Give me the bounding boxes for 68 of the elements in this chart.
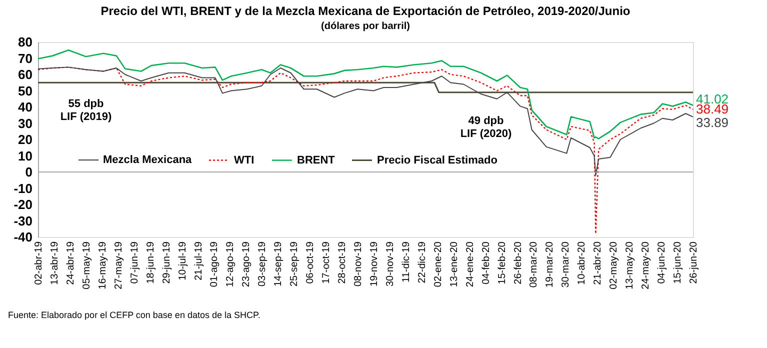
y-tick-label: -40 bbox=[14, 230, 32, 244]
x-tick-label: 15-feb-20 bbox=[496, 241, 508, 284]
x-tick-label: 18-jun-19 bbox=[145, 241, 156, 284]
y-tick-label: 40 bbox=[18, 100, 32, 114]
x-tick-label: 06-oct-19 bbox=[305, 241, 316, 284]
legend-label: Precio Fiscal Estimado bbox=[377, 154, 498, 166]
y-tick-label: 30 bbox=[18, 116, 32, 131]
x-tick-label: 21-jul-19 bbox=[193, 241, 204, 280]
y-tick-label: -20 bbox=[14, 197, 32, 212]
x-tick-label: 04-jun-20 bbox=[656, 241, 668, 284]
x-tick-label: 10-abr-20 bbox=[576, 241, 588, 285]
x-tick-label: 19-nov-19 bbox=[368, 241, 380, 287]
x-tick-label: 30-mar-20 bbox=[560, 241, 572, 288]
x-tick-label: 19-mar-20 bbox=[544, 241, 556, 288]
y-tick-label: 0 bbox=[25, 164, 32, 180]
legend-label: WTI bbox=[234, 154, 254, 166]
x-tick-label: 02-abr-19 bbox=[34, 241, 44, 285]
x-tick-label: 14-sep-19 bbox=[273, 241, 284, 287]
x-tick-label: 24-abr-19 bbox=[65, 241, 76, 285]
y-tick-label: 80 bbox=[18, 34, 32, 50]
x-tick-label: 08-mar-20 bbox=[528, 241, 540, 288]
annotation: 55 dpb LIF (2019) bbox=[60, 98, 112, 123]
x-tick-label: 02-ene-20 bbox=[432, 241, 444, 288]
x-tick-label: 13-ene-20 bbox=[448, 241, 460, 288]
line-series bbox=[37, 49, 694, 140]
x-tick-label: 10-jul-19 bbox=[177, 241, 188, 280]
x-tick-label: 13-abr-19 bbox=[49, 241, 60, 285]
x-tick-label: 26-jun-20 bbox=[688, 241, 700, 284]
chart-title: Precio del WTI, BRENT y de la Mezcla Mexicana de Exportación de Petróleo, 2019-2020/Junio bbox=[100, 4, 630, 18]
line-series bbox=[38, 66, 694, 176]
y-tick-label: 20 bbox=[18, 132, 32, 147]
x-tick-label: 02-may-20 bbox=[608, 241, 620, 290]
x-tick-label: 15-jun-20 bbox=[672, 241, 684, 284]
x-tick-label: 22-dic-19 bbox=[416, 241, 428, 284]
y-tick-label: 50 bbox=[18, 83, 32, 98]
x-tick-label: 25-sep-19 bbox=[289, 241, 300, 287]
x-tick-label: 23-ago-19 bbox=[241, 241, 252, 288]
x-tick-label: 30-nov-19 bbox=[384, 241, 396, 287]
legend-label: Mezcla Mexicana bbox=[103, 154, 193, 166]
x-tick-label: 24-ene-20 bbox=[464, 241, 476, 288]
x-tick-label: 07-jun-19 bbox=[129, 241, 140, 284]
x-tick-label: 17-oct-19 bbox=[321, 241, 332, 284]
y-tick-label: -30 bbox=[14, 213, 32, 228]
y-tick-label: 70 bbox=[18, 50, 32, 66]
y-tick-label: 60 bbox=[18, 67, 32, 82]
x-tick-label: 29-jun-19 bbox=[161, 241, 172, 284]
x-tick-label: 11-dic-19 bbox=[400, 241, 412, 282]
x-tick-label: 21-abr-20 bbox=[592, 241, 604, 285]
chart-subtitle: (dólares por barril) bbox=[321, 21, 410, 32]
line-series bbox=[37, 66, 694, 234]
x-tick-label: 13-may-20 bbox=[624, 241, 636, 290]
x-tick-label: 28-oct-19 bbox=[337, 241, 348, 284]
x-tick-label: 03-sep-19 bbox=[257, 241, 268, 287]
x-tick-label: 01-ago-19 bbox=[209, 241, 220, 288]
legend-label: BRENT bbox=[297, 154, 336, 166]
data-label: 33.89 bbox=[696, 114, 729, 130]
x-tick-label: 26-feb-20 bbox=[512, 241, 524, 284]
annotation: 49 dpb LIF (2020) bbox=[460, 115, 512, 140]
x-tick-label: 12-ago-19 bbox=[225, 241, 236, 288]
x-tick-label: 05-may-19 bbox=[81, 241, 92, 290]
x-tick-label: 24-may-20 bbox=[640, 241, 652, 290]
x-tick-label: 04-feb-20 bbox=[480, 241, 492, 284]
source-note: Fuente: Elaborado por el CEFP con base en datos de la SHCP. bbox=[8, 310, 260, 320]
y-tick-label: 10 bbox=[18, 148, 32, 164]
x-tick-label: 16-may-19 bbox=[97, 241, 108, 290]
x-tick-label: 27-may-19 bbox=[113, 241, 124, 290]
x-tick-label: 08-nov-19 bbox=[353, 241, 364, 287]
y-tick-label: -10 bbox=[14, 180, 32, 196]
